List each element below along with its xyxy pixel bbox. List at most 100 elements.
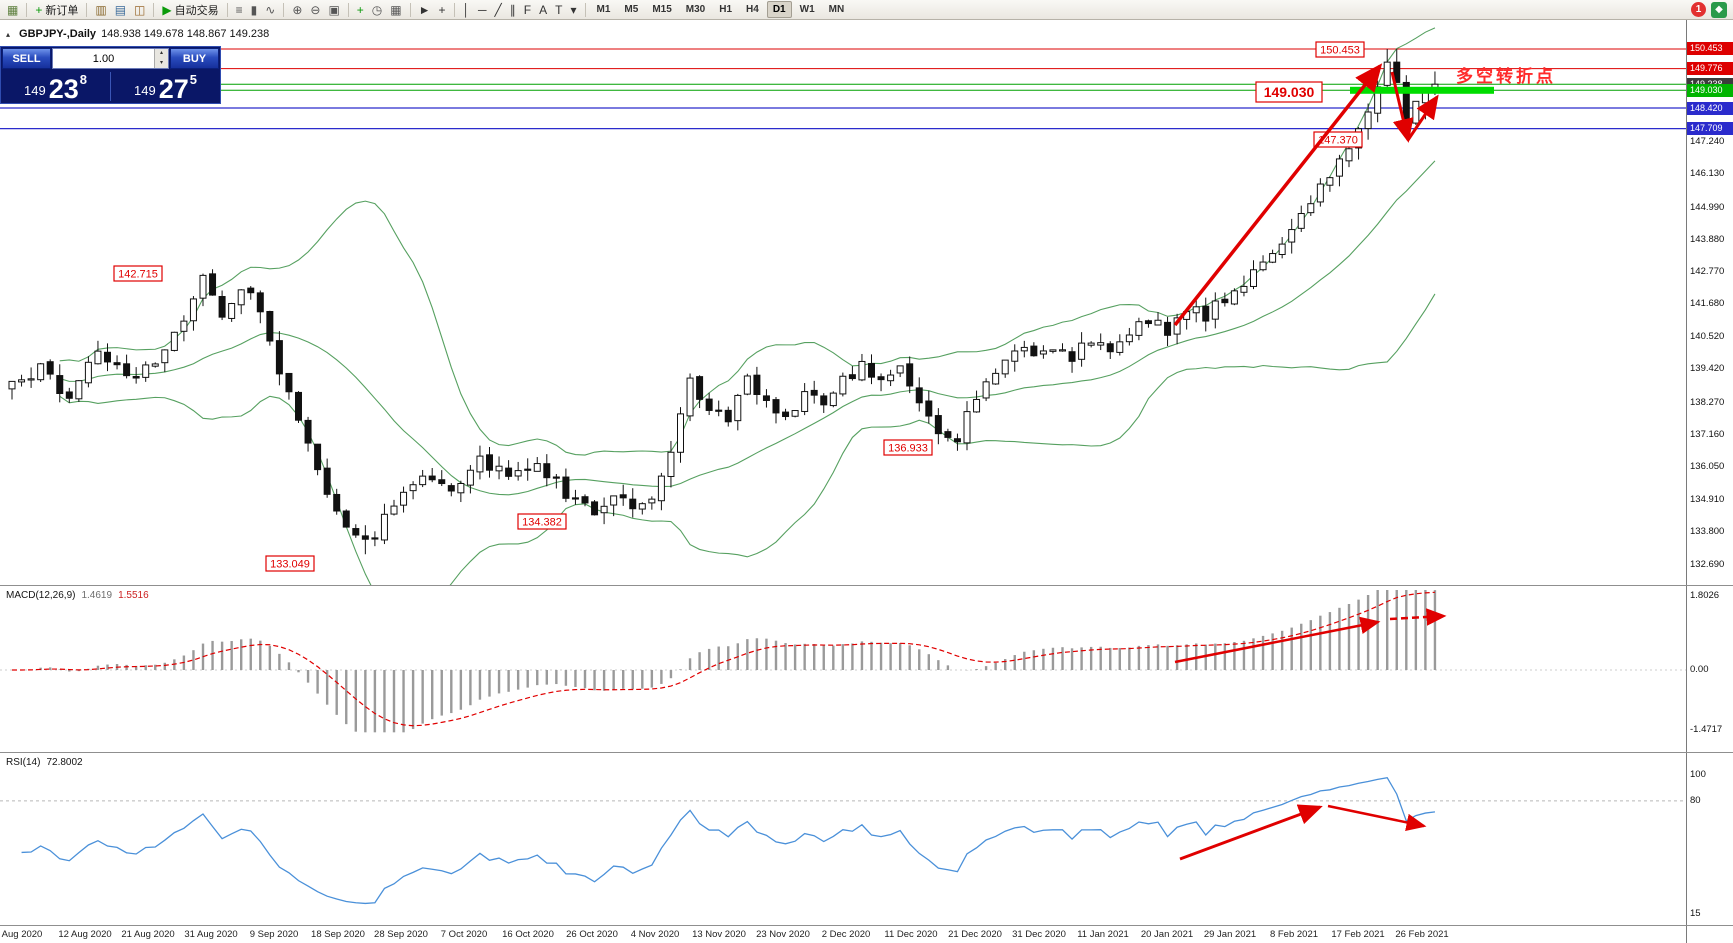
sell-button[interactable]: SELL: [2, 48, 51, 69]
time-axis-label: 29 Jan 2021: [1203, 929, 1257, 940]
timeframe-d1[interactable]: D1: [766, 1, 792, 18]
price-axis-marker: 148.420: [1687, 101, 1733, 115]
app-icon[interactable]: ◆: [1711, 1, 1727, 18]
timeframe-mn[interactable]: MN: [828, 4, 845, 15]
new-chart-icon[interactable]: ▦: [4, 1, 21, 19]
periods-icon[interactable]: ◷: [369, 1, 385, 19]
new-order-button[interactable]: + 新订单: [32, 1, 81, 19]
price-axis-label: 137.160: [1690, 428, 1725, 440]
timeframe-m1[interactable]: M1: [596, 4, 611, 15]
time-axis-label: 8 Feb 2021: [1269, 929, 1319, 940]
time-axis-label: 11 Jan 2021: [1077, 929, 1129, 940]
text-icon[interactable]: A: [536, 1, 550, 19]
time-axis-label: 20 Jan 2021: [1140, 929, 1194, 940]
toolbar: ▦ + 新订单 ▥ ▤ ◫ ▶ 自动交易 ≡ ▮ ∿ ⊕ ⊖ ▣ + ◷ ▦ ► + │ ─ ╱ ∥ F A T ▾ M1 M5 M15 M…: [0, 0, 1733, 20]
timeframe-m5[interactable]: M5: [624, 4, 639, 15]
vertical-line-icon[interactable]: │: [460, 1, 474, 19]
zoom-in-icon[interactable]: ⊕: [289, 1, 305, 19]
pane-divider[interactable]: [0, 585, 1733, 586]
macd-value-signal: 1.5516: [118, 590, 149, 601]
label-icon[interactable]: T: [552, 1, 565, 19]
trendline-icon[interactable]: ╱: [492, 1, 505, 19]
svg-text:134.382: 134.382: [522, 517, 562, 529]
macd-pane: MACD(12,26,9) 1.4619 1.5516: [0, 586, 1686, 752]
time-axis-label: 2 Dec 2020: [821, 929, 871, 940]
buy-button[interactable]: BUY: [170, 48, 219, 69]
autotrading-button[interactable]: ▶ 自动交易: [159, 1, 221, 19]
tile-windows-icon: ▣: [328, 2, 340, 17]
price-axis-label: 0.00: [1690, 664, 1709, 675]
volume-down-icon[interactable]: ▾: [155, 58, 168, 68]
bid-pips: 23: [48, 74, 79, 105]
autotrading-button-label: 自动交易: [174, 4, 219, 17]
timeframe-h4[interactable]: H4: [746, 4, 759, 15]
candlestick-chart-icon[interactable]: ▮: [248, 1, 261, 19]
ask-pips: 27: [158, 74, 189, 105]
volume-up-icon[interactable]: ▴: [155, 49, 168, 59]
data-window-icon[interactable]: ▤: [112, 1, 129, 19]
time-axis-label: 16 Oct 2020: [502, 929, 554, 940]
time-axis-label: 18 Sep 2020: [311, 929, 365, 940]
price-axis-marker: 149.776: [1687, 62, 1733, 76]
time-axis-label: 9 Sep 2020: [249, 929, 299, 940]
svg-text:多空转折点: 多空转折点: [1456, 66, 1556, 86]
timeframe-m30[interactable]: M30: [685, 4, 706, 15]
rsi-pane: RSI(14) 72.8002: [0, 753, 1686, 925]
price-chart-canvas[interactable]: 142.715 133.049 134.382 136.933 147.370 150.4…: [0, 20, 1686, 585]
volume-field[interactable]: 1.00 ▴ ▾: [52, 48, 169, 69]
crosshair-icon[interactable]: +: [436, 1, 449, 19]
cursor-icon[interactable]: ►: [416, 1, 434, 19]
timeframe-m15[interactable]: M15: [652, 4, 672, 15]
equidistant-channel-icon[interactable]: ∥: [507, 1, 519, 19]
indicators-icon: +: [356, 2, 364, 17]
rsi-value: 72.8002: [46, 757, 83, 768]
bid-frac: 8: [79, 72, 87, 87]
zoom-out-icon: ⊖: [310, 2, 321, 17]
arrows-tool-icon[interactable]: ▾: [567, 1, 579, 19]
crosshair-icon: +: [438, 2, 446, 17]
bar-chart-icon[interactable]: ≡: [233, 1, 246, 19]
price-axis-label: 15: [1690, 907, 1701, 919]
time-axis[interactable]: Aug 2020 12 Aug 2020 21 Aug 2020 31 Aug 202…: [0, 926, 1686, 943]
timeframe-w1[interactable]: W1: [799, 4, 815, 15]
time-axis-label: 26 Feb 2021: [1395, 929, 1449, 940]
tile-windows-icon[interactable]: ▣: [325, 1, 342, 19]
price-axis[interactable]: 147.240 146.130 144.990 143.880 142.770 141.6…: [1686, 20, 1733, 943]
macd-title: MACD(12,26,9): [6, 590, 76, 601]
fibonacci-icon[interactable]: F: [521, 1, 534, 19]
new-order-button: +: [35, 2, 43, 17]
navigator-icon[interactable]: ◫: [131, 1, 148, 19]
indicators-icon[interactable]: +: [354, 1, 367, 19]
panel-collapse-icon[interactable]: ▴: [6, 30, 11, 39]
rsi-canvas[interactable]: [0, 753, 1686, 925]
price-axis-label: 136.050: [1690, 461, 1725, 473]
ask-frac: 5: [189, 72, 197, 87]
market-watch-icon: ▥: [95, 2, 107, 17]
autotrading-button: ▶: [162, 2, 172, 17]
market-watch-icon[interactable]: ▥: [92, 1, 109, 19]
price-axis-label: 133.800: [1690, 526, 1725, 538]
time-axis-label: 28 Sep 2020: [374, 929, 428, 940]
price-axis-label: 140.520: [1690, 331, 1725, 343]
horizontal-line-icon[interactable]: ─: [475, 1, 490, 19]
price-axis-label: 100: [1690, 768, 1706, 780]
arrows-tool-icon: ▾: [570, 2, 577, 17]
volume-stepper[interactable]: ▴ ▾: [154, 49, 168, 68]
notification-badge[interactable]: 1: [1691, 2, 1706, 17]
price-axis-label: 144.990: [1690, 201, 1725, 213]
zoom-out-icon[interactable]: ⊖: [307, 1, 323, 19]
ask-price: 149 27 5: [111, 70, 220, 103]
periods-icon: ◷: [371, 2, 383, 17]
macd-canvas[interactable]: [0, 586, 1686, 752]
templates-icon[interactable]: ▦: [387, 1, 404, 19]
svg-text:142.715: 142.715: [118, 269, 158, 281]
new-chart-icon: ▦: [7, 2, 19, 17]
line-chart-icon[interactable]: ∿: [262, 1, 278, 19]
main-chart-pane: 142.715 133.049 134.382 136.933 147.370 150.4…: [0, 20, 1686, 585]
toolbar-sep: [584, 2, 586, 17]
rsi-header: RSI(14) 72.8002: [6, 757, 83, 768]
timeframe-h1[interactable]: H1: [719, 4, 733, 15]
volume-value[interactable]: 1.00: [92, 52, 115, 65]
pane-divider[interactable]: [0, 752, 1733, 753]
